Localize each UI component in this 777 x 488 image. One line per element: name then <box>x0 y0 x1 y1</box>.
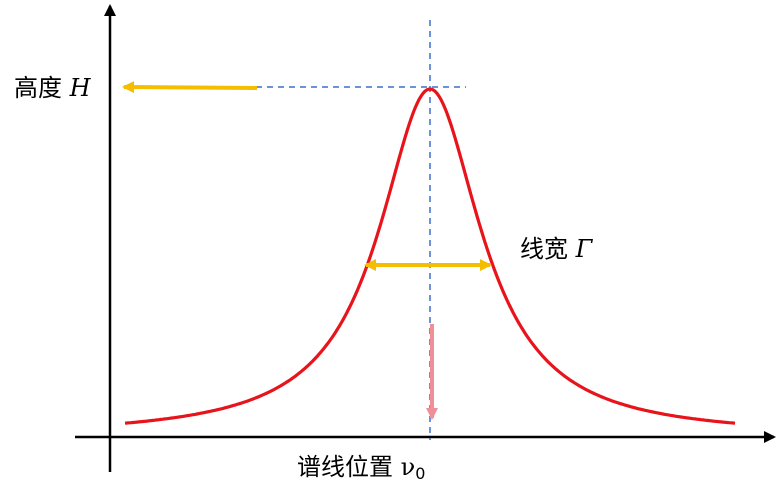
line-position-label-text: 谱线位置 <box>297 453 393 481</box>
linewidth-label-text: 线宽 <box>520 235 568 263</box>
height-symbol: H <box>69 74 91 102</box>
lorentzian-curve <box>124 87 736 425</box>
height-label-text: 高度 <box>14 74 62 102</box>
linewidth-symbol: Γ <box>575 235 593 263</box>
height-label: 高度 H <box>14 76 91 100</box>
height-arrow <box>122 81 258 94</box>
line-position-subscript: 0 <box>415 464 426 483</box>
line-position-symbol: ν <box>400 453 416 481</box>
linewidth-label: 线宽 Γ <box>520 237 592 261</box>
line-position-label: 谱线位置 ν0 <box>297 455 425 482</box>
